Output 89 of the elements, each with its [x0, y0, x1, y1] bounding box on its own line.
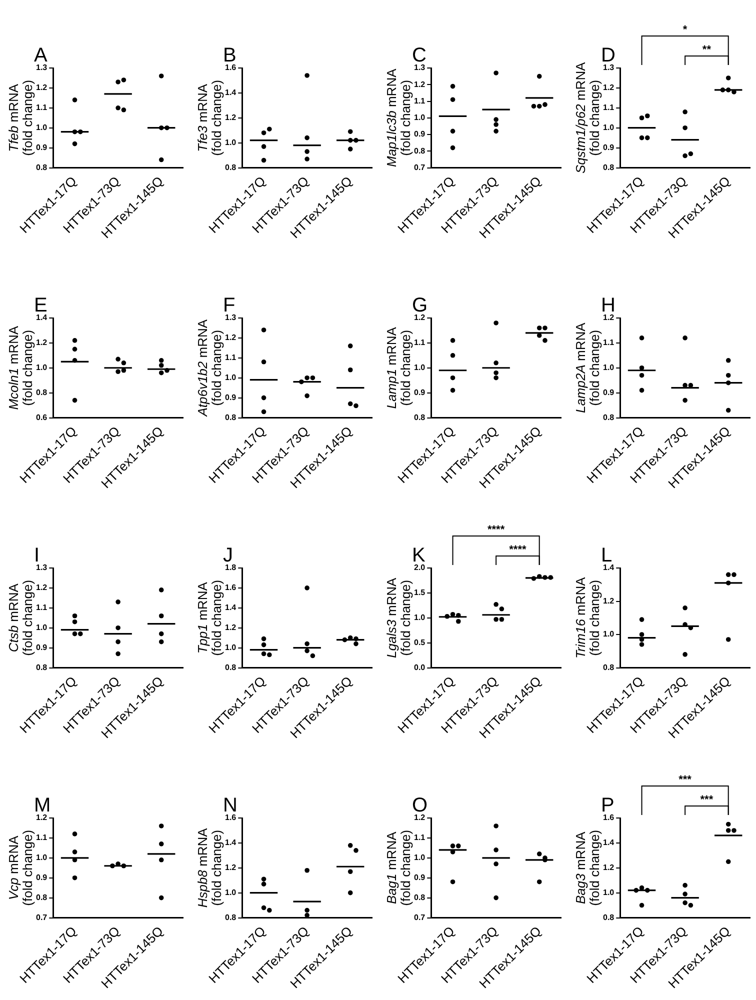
y-tick-label: 1.6: [224, 813, 237, 822]
y-tick-label: 0.8: [602, 662, 615, 672]
y-tick-label: 0.8: [414, 146, 426, 156]
y-tick-label: 0.9: [414, 873, 426, 882]
y-tick-label: 1.1: [36, 833, 48, 842]
y-tick-label: 1.4: [36, 313, 48, 322]
y-tick-label: 0.8: [224, 162, 237, 172]
y-tick-label: 1.2: [602, 863, 615, 872]
y-tick-label: 1.4: [224, 88, 237, 98]
y-tick-label: 1.0: [602, 888, 615, 898]
text: ***: [678, 774, 692, 786]
y-tick-label: 1.4: [224, 603, 237, 612]
y-tick-label: 1.2: [414, 80, 426, 89]
y-tick-label: 1.0: [224, 888, 237, 898]
y-tick-label: 0.8: [414, 893, 426, 902]
y-tick-label: 0.8: [414, 412, 426, 422]
y-tick-label: 1.2: [602, 83, 615, 92]
y-tick-label: 0.8: [36, 893, 48, 902]
y-tick-label: 1.0: [602, 363, 615, 372]
y-tick-label: 0.8: [224, 662, 237, 672]
y-tick-label: 1.6: [224, 63, 237, 72]
y-tick-label: 1.2: [224, 113, 237, 122]
y-tick-label: 0.9: [36, 643, 48, 652]
y-tick-label: 0.7: [414, 912, 426, 922]
y-tick-label: 1.4: [224, 838, 237, 848]
y-tick-label: 0.9: [602, 143, 615, 152]
y-tick-label: 0.0: [414, 662, 426, 672]
text: *: [682, 24, 688, 36]
y-tick-label: 0.6: [36, 412, 48, 422]
y-tick-label: 0.8: [36, 662, 48, 672]
y-tick-label: 0.8: [36, 388, 48, 398]
y-tick-label: 1.4: [602, 838, 615, 848]
y-tick-label: 1.0: [224, 643, 237, 652]
y-tick-label: 0.5: [414, 638, 426, 648]
y-tick-label: 0.9: [36, 873, 48, 882]
y-tick-label: 1.2: [224, 623, 237, 632]
y-tick-label: 0.7: [414, 162, 426, 172]
y-tick-label: 1.2: [224, 863, 237, 872]
text: **: [702, 44, 712, 56]
y-tick-label: 1.6: [224, 583, 237, 592]
y-tick-label: 1.0: [414, 613, 426, 622]
text: ***: [700, 794, 714, 806]
y-tick-label: 0.8: [224, 412, 237, 422]
y-tick-label: 0.9: [414, 130, 426, 139]
y-tick-label: 0.7: [36, 912, 48, 922]
y-tick-label: 1.1: [36, 103, 48, 112]
y-tick-label: 1.0: [602, 123, 615, 132]
y-tick-label: 1.0: [414, 853, 426, 862]
y-tick-label: 0.8: [602, 162, 615, 172]
y-tick-label: 1.1: [224, 353, 237, 362]
y-tick-label: 1.2: [602, 596, 615, 606]
y-tick-label: 1.0: [414, 113, 426, 122]
y-tick-label: 1.6: [602, 813, 615, 822]
y-tick-label: 0.8: [224, 912, 237, 922]
y-tick-label: 1.0: [224, 138, 237, 148]
y-tick-label: 1.1: [36, 603, 48, 612]
y-tick-label: 1.1: [414, 338, 426, 348]
y-tick-label: 1.1: [602, 103, 615, 112]
y-tick-label: 1.0: [414, 363, 426, 372]
y-tick-label: 0.8: [602, 912, 615, 922]
y-tick-label: 1.2: [36, 583, 48, 592]
y-tick-label: 1.8: [224, 563, 237, 572]
y-tick-label: 1.0: [36, 623, 48, 632]
y-tick-label: 0.9: [224, 393, 237, 402]
y-tick-label: 1.3: [36, 563, 48, 572]
text: ****: [509, 544, 527, 556]
y-tick-label: 1.1: [602, 338, 615, 348]
text: ****: [488, 524, 506, 536]
y-tick-label: 1.2: [414, 813, 426, 822]
y-tick-label: 0.9: [414, 388, 426, 398]
y-tick-label: 1.4: [602, 563, 615, 572]
y-tick-label: 1.1: [414, 833, 426, 842]
y-tick-label: 1.2: [36, 338, 48, 348]
y-tick-label: 0.8: [36, 162, 48, 172]
y-tick-label: 1.0: [36, 853, 48, 862]
y-tick-label: 1.2: [36, 83, 48, 92]
y-tick-label: 1.0: [602, 630, 615, 639]
y-tick-label: 0.9: [36, 143, 48, 152]
y-tick-label: 0.8: [602, 412, 615, 422]
y-tick-label: 0.9: [602, 388, 615, 398]
y-tick-label: 1.2: [224, 333, 237, 342]
y-tick-label: 1.0: [36, 363, 48, 372]
y-tick-label: 1.0: [36, 123, 48, 132]
y-tick-label: 1.5: [414, 588, 426, 598]
y-tick-label: 1.0: [224, 373, 237, 382]
y-tick-label: 1.2: [36, 813, 48, 822]
y-tick-label: 1.1: [414, 96, 426, 106]
y-tick-label: 1.2: [602, 313, 615, 322]
y-tick-label: 1.2: [414, 313, 426, 322]
